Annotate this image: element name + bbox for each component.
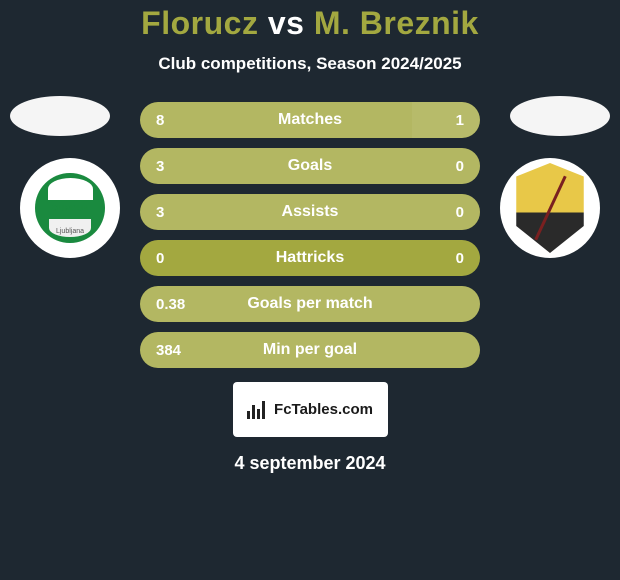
- stat-row: 0.38Goals per match: [140, 286, 480, 322]
- stat-row: 30Goals: [140, 148, 480, 184]
- olimpija-crest-icon: OLIMPIJA Ljubljana: [35, 173, 105, 243]
- radomlje-crest-icon: [513, 163, 588, 253]
- stat-row: 384Min per goal: [140, 332, 480, 368]
- stat-label: Goals per match: [140, 295, 480, 313]
- club-logo-left: OLIMPIJA Ljubljana: [20, 158, 120, 258]
- stat-row: 81Matches: [140, 102, 480, 138]
- stat-label: Assists: [140, 203, 480, 221]
- branding-badge[interactable]: FcTables.com: [233, 382, 388, 437]
- stat-row: 30Assists: [140, 194, 480, 230]
- player1-name: Florucz: [141, 5, 258, 41]
- stat-label: Goals: [140, 157, 480, 175]
- player1-photo-frame: [10, 96, 110, 136]
- logo-left-text-top: OLIMPIJA: [51, 204, 89, 213]
- stats-list: 81Matches 30Goals 30Assists 00Hattricks 0.38…: [140, 102, 480, 368]
- branding-text: FcTables.com: [274, 401, 373, 418]
- comparison-card: Florucz vs M. Breznik Club competitions,…: [0, 0, 620, 474]
- comparison-title: Florucz vs M. Breznik: [0, 5, 620, 42]
- brand-chart-icon: [247, 401, 269, 419]
- subtitle: Club competitions, Season 2024/2025: [0, 54, 620, 74]
- club-logo-right: [500, 158, 600, 258]
- player2-photo-frame: [510, 96, 610, 136]
- snapshot-date: 4 september 2024: [0, 453, 620, 474]
- crest-stripe-icon: [534, 176, 566, 241]
- stat-label: Matches: [140, 111, 480, 129]
- stat-row: 00Hattricks: [140, 240, 480, 276]
- main-area: OLIMPIJA Ljubljana 81Matches 30Goals 30Ass…: [0, 102, 620, 368]
- stat-label: Min per goal: [140, 341, 480, 359]
- player2-name: M. Breznik: [314, 5, 479, 41]
- logo-left-text-bottom: Ljubljana: [56, 228, 84, 235]
- stat-label: Hattricks: [140, 249, 480, 267]
- title-separator: vs: [268, 5, 305, 41]
